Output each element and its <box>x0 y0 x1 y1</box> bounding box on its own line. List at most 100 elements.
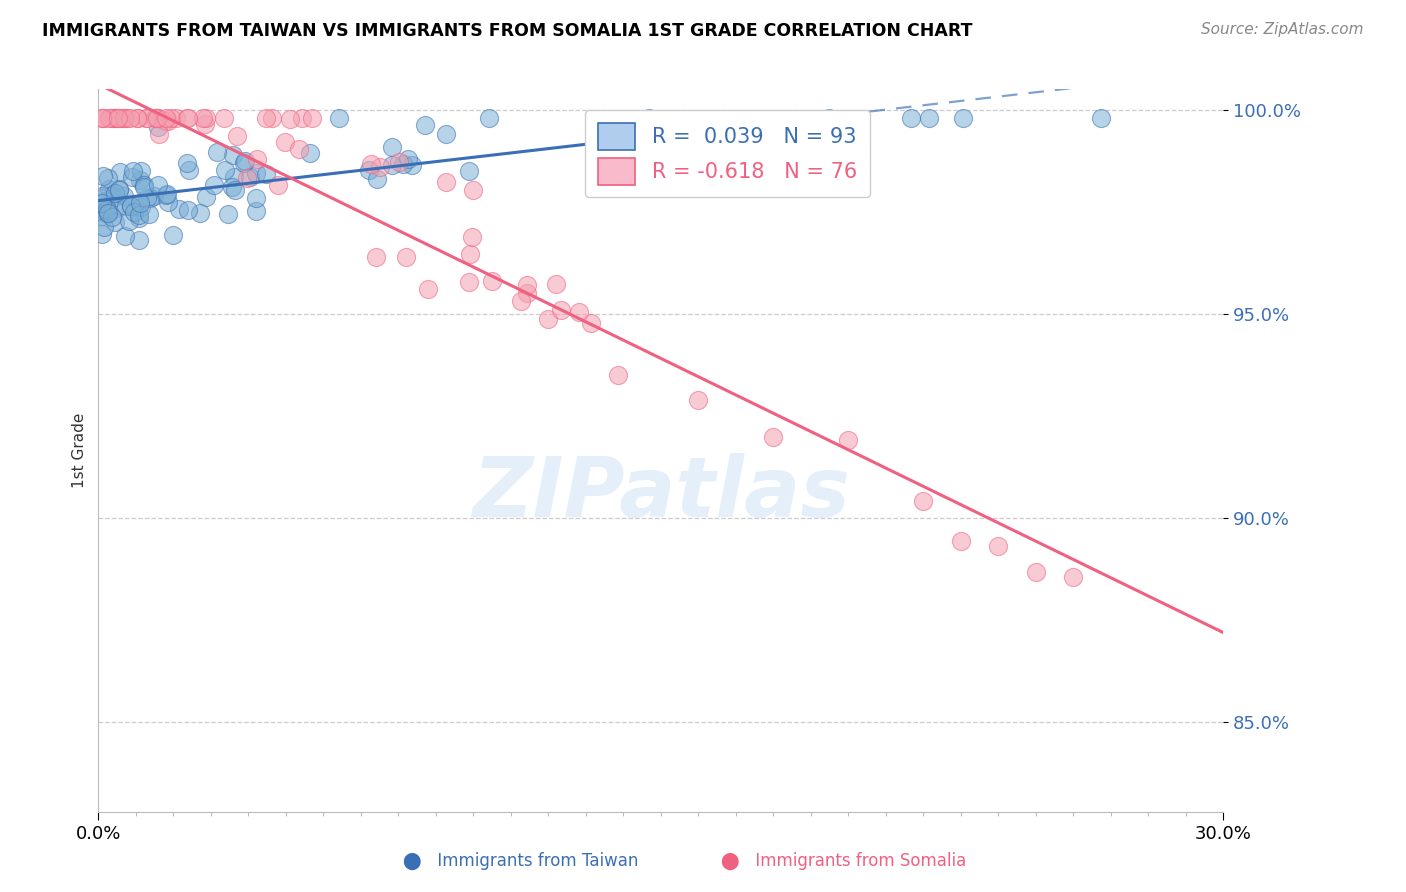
Point <box>478 111 501 125</box>
Point <box>128 233 150 247</box>
Point <box>550 302 572 317</box>
Point <box>98 182 121 196</box>
Point <box>266 178 288 193</box>
Point <box>762 430 785 444</box>
Point <box>288 142 311 156</box>
Point <box>401 158 423 172</box>
Text: IMMIGRANTS FROM TAIWAN VS IMMIGRANTS FROM SOMALIA 1ST GRADE CORRELATION CHART: IMMIGRANTS FROM TAIWAN VS IMMIGRANTS FRO… <box>42 22 973 40</box>
Point <box>207 145 229 159</box>
Point <box>159 111 181 125</box>
Point <box>127 111 149 125</box>
Point <box>143 111 166 125</box>
Point <box>278 112 301 127</box>
Point <box>136 191 159 205</box>
Point <box>112 111 135 125</box>
Point <box>299 146 322 161</box>
Point <box>900 111 922 125</box>
Point <box>221 180 243 194</box>
Point <box>132 180 155 194</box>
Point <box>98 111 121 125</box>
Point <box>146 120 169 135</box>
Point <box>214 162 236 177</box>
Point <box>120 198 142 212</box>
Point <box>122 204 145 219</box>
Point <box>245 166 267 180</box>
Point <box>135 111 157 125</box>
Point <box>153 113 176 128</box>
Point <box>122 164 145 178</box>
Point <box>114 228 136 243</box>
Point <box>202 178 225 193</box>
Point <box>128 208 150 222</box>
Point <box>103 189 125 203</box>
Point <box>108 164 131 178</box>
Point <box>96 206 118 220</box>
Point <box>212 111 235 125</box>
Point <box>457 163 479 178</box>
Point <box>607 368 630 382</box>
Point <box>254 111 277 125</box>
Point <box>226 128 249 143</box>
Point <box>177 202 200 217</box>
Point <box>129 200 152 214</box>
Point <box>157 114 180 128</box>
Point <box>101 210 124 224</box>
Point <box>94 205 117 219</box>
Text: ⬤   Immigrants from Taiwan: ⬤ Immigrants from Taiwan <box>402 852 638 870</box>
Point <box>104 215 127 229</box>
Point <box>91 195 114 210</box>
Point <box>103 111 125 125</box>
Point <box>381 140 404 154</box>
Point <box>108 183 131 197</box>
Point <box>138 207 160 221</box>
Point <box>579 316 602 330</box>
Text: ZIPatlas: ZIPatlas <box>472 453 849 534</box>
Point <box>93 111 115 125</box>
Point <box>458 246 481 260</box>
Point <box>461 183 484 197</box>
Point <box>103 202 125 217</box>
Point <box>516 285 538 300</box>
Point <box>368 161 391 175</box>
Point <box>97 205 120 219</box>
Point <box>104 186 127 201</box>
Point <box>91 169 114 184</box>
Point <box>91 191 114 205</box>
Point <box>195 111 218 125</box>
Point <box>245 191 267 205</box>
Point <box>434 127 457 141</box>
Point <box>235 170 257 185</box>
Point <box>148 178 170 193</box>
Point <box>987 539 1010 553</box>
Point <box>274 135 297 149</box>
Point <box>104 186 127 200</box>
Point <box>177 111 200 125</box>
Point <box>1090 111 1112 125</box>
Point <box>96 202 118 216</box>
Point <box>155 111 177 125</box>
Point <box>239 169 262 184</box>
Point <box>245 203 267 218</box>
Point <box>135 111 157 125</box>
Point <box>516 278 538 293</box>
Y-axis label: 1st Grade: 1st Grade <box>72 413 87 488</box>
Point <box>162 227 184 242</box>
Point <box>952 111 974 125</box>
Point <box>254 167 277 181</box>
Point <box>413 118 436 132</box>
Point <box>167 202 190 216</box>
Point <box>246 153 269 167</box>
Point <box>392 157 415 171</box>
Point <box>125 111 148 125</box>
Point <box>222 169 245 184</box>
Point <box>1062 570 1084 584</box>
Point <box>129 163 152 178</box>
Point <box>91 227 114 241</box>
Point <box>290 111 312 125</box>
Point <box>537 312 560 326</box>
Point <box>381 158 404 172</box>
Point <box>91 111 114 125</box>
Point <box>510 294 533 309</box>
Point <box>224 183 246 197</box>
Point <box>176 111 198 125</box>
